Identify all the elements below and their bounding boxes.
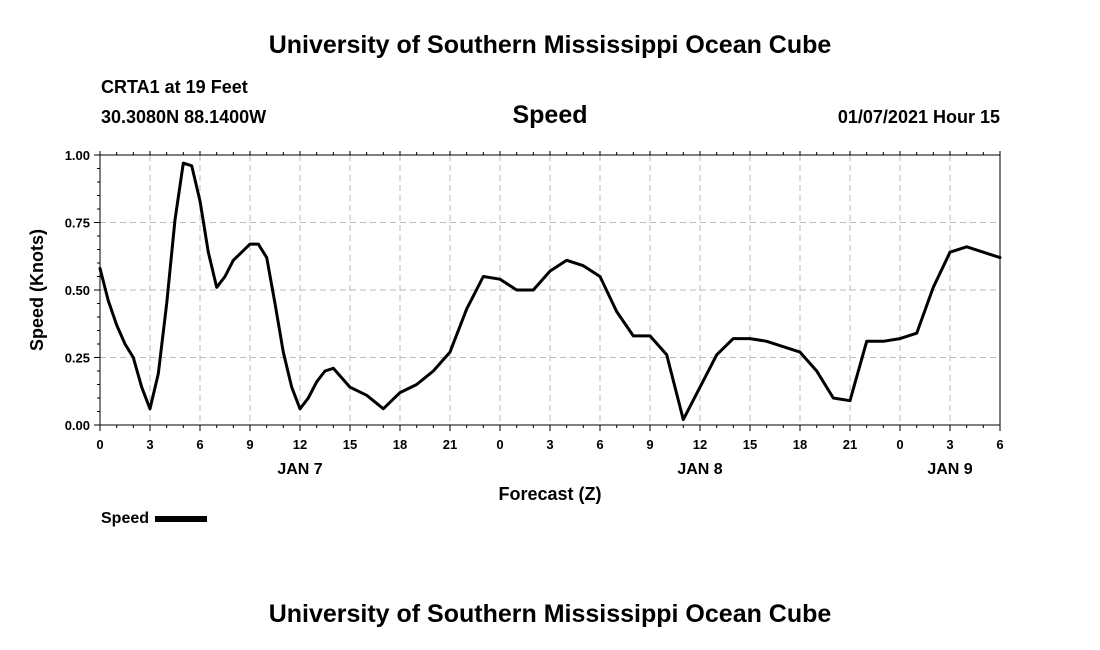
station-label: CRTA1 at 19 Feet bbox=[101, 77, 248, 97]
y-tick-label: 1.00 bbox=[65, 148, 90, 163]
x-tick-label: 9 bbox=[646, 437, 653, 452]
y-axis: 0.00 0.25 0.50 0.75 1.00 bbox=[65, 148, 90, 433]
chart-title: University of Southern Mississippi Ocean… bbox=[268, 31, 832, 59]
x-tick-label: 0 bbox=[496, 437, 503, 452]
x-tick-label: 6 bbox=[996, 437, 1003, 452]
x-tick-label: 21 bbox=[443, 437, 457, 452]
x-tick-label: 3 bbox=[546, 437, 553, 452]
x-tick-label: 12 bbox=[693, 437, 707, 452]
x-tick-label: 21 bbox=[843, 437, 857, 452]
legend: Speed bbox=[101, 510, 208, 528]
series-line-speed bbox=[98, 161, 1002, 422]
x-tick-label: 3 bbox=[146, 437, 153, 452]
grid bbox=[100, 155, 1000, 425]
x-tick-label: 0 bbox=[96, 437, 103, 452]
x-axis: 0 3 6 9 12 15 18 21 0 3 6 9 12 15 18 21 0 3 6 bbox=[96, 437, 1003, 452]
x-tick-label: 15 bbox=[343, 437, 357, 452]
x-tick-label: 6 bbox=[196, 437, 203, 452]
day-label: JAN 7 bbox=[277, 461, 322, 478]
legend-label: Speed bbox=[101, 510, 150, 527]
day-labels: JAN 7 JAN 8 JAN 9 bbox=[277, 461, 972, 478]
x-tick-label: 3 bbox=[946, 437, 953, 452]
location-label: 30.3080N 88.1400W bbox=[101, 107, 267, 127]
x-tick-label: 18 bbox=[793, 437, 807, 452]
x-tick-label: 9 bbox=[246, 437, 253, 452]
axis-ticks bbox=[94, 151, 1001, 431]
y-tick-label: 0.75 bbox=[65, 216, 90, 231]
series-group bbox=[98, 161, 1002, 422]
y-tick-label: 0.50 bbox=[65, 283, 90, 298]
parameter-label: Speed bbox=[512, 101, 588, 129]
datetime-label: 01/07/2021 Hour 15 bbox=[837, 107, 1000, 127]
x-tick-label: 12 bbox=[293, 437, 307, 452]
speed-chart: 0 3 6 9 12 15 18 21 0 3 6 9 12 15 18 21 0 3 6 0.00 0.25 0.50… bbox=[27, 148, 1004, 504]
footer-title: University of Southern Mississippi Ocean… bbox=[268, 600, 832, 628]
x-tick-label: 6 bbox=[596, 437, 603, 452]
y-tick-label: 0.25 bbox=[65, 351, 90, 366]
y-tick-label: 0.00 bbox=[65, 418, 90, 433]
x-tick-label: 0 bbox=[896, 437, 903, 452]
x-axis-title: Forecast (Z) bbox=[498, 484, 601, 504]
day-label: JAN 8 bbox=[677, 461, 722, 478]
x-tick-label: 15 bbox=[743, 437, 757, 452]
day-label: JAN 9 bbox=[927, 461, 972, 478]
x-tick-label: 18 bbox=[393, 437, 407, 452]
legend-swatch bbox=[155, 516, 208, 522]
y-axis-title: Speed (Knots) bbox=[27, 229, 47, 351]
